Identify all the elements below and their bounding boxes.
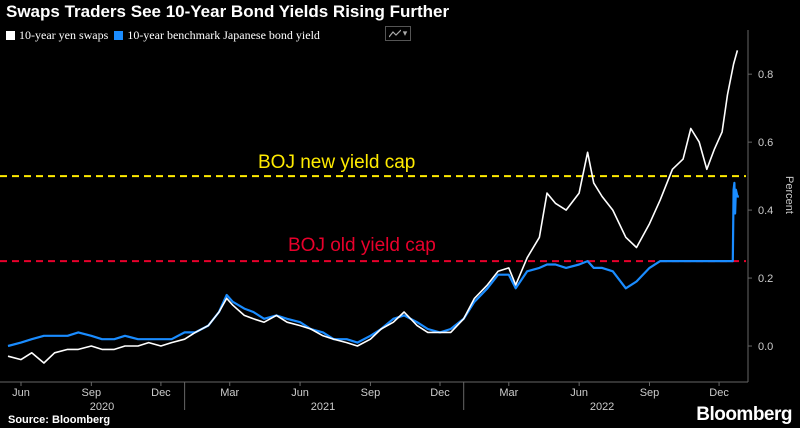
legend-label-jgb: 10-year benchmark Japanese bond yield [127,28,320,42]
x-tick-label: Sep [361,387,381,399]
legend-entry-jgb[interactable]: 10-year benchmark Japanese bond yield [114,28,320,43]
series-line-jgb [7,181,739,348]
chart-type-toggle[interactable]: ▾ [385,26,411,41]
chevron-down-icon: ▾ [402,28,408,38]
legend-swatch-jgb [114,31,124,40]
x-tick-label: Jun [12,387,30,399]
legend: 10-year yen swaps 10-year benchmark Japa… [6,28,320,43]
x-tick-label: Jun [291,387,309,399]
x-tick-label: Mar [499,387,518,399]
y-tick-label: 0.6 [758,137,773,149]
x-year-label: 2022 [590,401,614,413]
x-tick-label: Dec [709,387,729,399]
x-tick-label: Sep [640,387,660,399]
y-tick-label: 0.0 [758,341,773,353]
line-chart-icon [388,29,401,38]
series-line-swaps [7,50,739,364]
chart-title: Swaps Traders See 10-Year Bond Yields Ri… [6,2,450,21]
x-tick-label: Dec [151,387,171,399]
x-tick-label: Sep [82,387,102,399]
y-tick-label: 0.4 [758,205,773,217]
brand-logo: Bloomberg [696,404,792,425]
new-yield-cap-label: BOJ new yield cap [258,152,415,173]
y-axis-label: Percent [783,176,795,214]
legend-entry-swaps[interactable]: 10-year yen swaps [6,28,108,43]
old-yield-cap-label: BOJ old yield cap [288,235,436,256]
x-tick-label: Dec [430,387,450,399]
x-year-label: 2021 [311,401,335,413]
x-tick-label: Jun [570,387,588,399]
y-tick-label: 0.2 [758,273,773,285]
x-year-label: 2020 [90,401,114,413]
y-tick-label: 0.8 [758,69,773,81]
legend-swatch-swaps [6,31,15,40]
source-note: Source: Bloomberg [8,414,111,426]
legend-label-swaps: 10-year yen swaps [19,28,109,42]
x-tick-label: Mar [220,387,239,399]
